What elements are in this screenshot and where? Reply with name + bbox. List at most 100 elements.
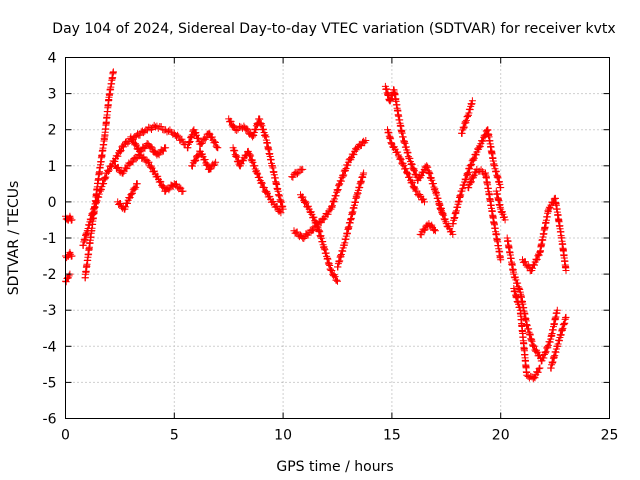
data-point [496, 203, 504, 211]
data-point [344, 161, 352, 169]
data-point [258, 178, 266, 186]
series-arc-13 [288, 165, 307, 181]
data-point [531, 374, 539, 382]
data-point [472, 151, 480, 159]
data-point [101, 175, 109, 183]
data-point [151, 167, 158, 175]
data-point [542, 348, 550, 356]
y-tick-label: -5 [43, 375, 57, 391]
data-point [140, 129, 148, 137]
data-point [523, 368, 531, 376]
data-point [544, 341, 552, 349]
data-point [421, 226, 429, 234]
x-tick-label: 5 [170, 428, 179, 444]
data-point [297, 231, 304, 239]
data-point [334, 277, 341, 285]
data-point [464, 113, 471, 120]
data-point [89, 205, 97, 213]
data-point [468, 160, 476, 168]
data-point [297, 166, 305, 174]
data-point [397, 155, 405, 163]
data-point [210, 162, 218, 169]
data-point [402, 165, 410, 173]
data-point [501, 213, 508, 221]
data-point [408, 160, 416, 168]
data-point [444, 223, 452, 231]
series-arc-27 [519, 194, 570, 275]
series-arc-5 [79, 121, 189, 249]
data-point [104, 168, 112, 175]
data-point [154, 172, 162, 180]
data-point [535, 251, 543, 259]
data-point [65, 272, 73, 280]
data-point [536, 364, 544, 372]
series-arc-4 [81, 68, 117, 282]
data-point [266, 192, 274, 200]
series-arc-11 [225, 115, 287, 213]
series-arc-24 [492, 187, 509, 224]
data-point [275, 208, 283, 215]
series-arc-20 [436, 202, 457, 238]
data-point [192, 157, 200, 164]
data-point [125, 159, 133, 167]
data-point [249, 158, 257, 166]
data-point [300, 235, 308, 242]
series-arc-12 [229, 144, 285, 217]
data-point [542, 349, 549, 357]
data-point [448, 228, 456, 235]
data-point [431, 185, 439, 193]
series-arc-8 [127, 133, 170, 159]
data-point [359, 171, 367, 179]
y-tick-label: -3 [43, 303, 57, 319]
data-point [408, 160, 416, 168]
data-point [147, 143, 155, 151]
data-point [299, 193, 307, 201]
data-point [201, 135, 209, 143]
data-point [208, 133, 216, 141]
data-point [232, 152, 240, 160]
data-point [191, 157, 199, 165]
data-point [512, 276, 520, 284]
data-point [546, 204, 554, 212]
data-point [479, 137, 487, 145]
data-point [128, 189, 136, 197]
data-point [324, 210, 332, 218]
data-point [469, 155, 477, 163]
data-point [531, 261, 538, 269]
data-point [390, 144, 397, 151]
data-point [346, 155, 354, 163]
data-point [262, 188, 270, 196]
data-point [521, 258, 529, 266]
data-point [157, 123, 165, 131]
data-point [328, 267, 336, 274]
x-tick-label: 15 [383, 428, 401, 444]
data-point [496, 184, 504, 192]
data-point [406, 154, 414, 162]
data-point [476, 143, 484, 151]
data-point [227, 117, 235, 125]
data-point [240, 157, 247, 165]
data-point [129, 158, 137, 166]
data-point [111, 158, 119, 165]
grid-lines [65, 57, 610, 419]
data-point [410, 184, 418, 192]
data-point [193, 152, 201, 160]
data-point [132, 140, 139, 148]
data-point [529, 341, 537, 349]
data-point [465, 184, 473, 192]
data-point [211, 138, 219, 146]
series-arc-25 [503, 234, 561, 365]
series-arc-14 [290, 137, 370, 242]
series-arc-2 [62, 248, 76, 262]
data-point [419, 196, 427, 204]
data-point [466, 165, 474, 173]
series-arc-23 [464, 165, 505, 264]
data-point [109, 69, 117, 76]
data-point [211, 160, 219, 168]
data-point [273, 203, 281, 210]
series-arc-21 [458, 97, 476, 137]
data-point [333, 276, 341, 284]
data-point [341, 166, 349, 174]
data-point [176, 183, 184, 191]
